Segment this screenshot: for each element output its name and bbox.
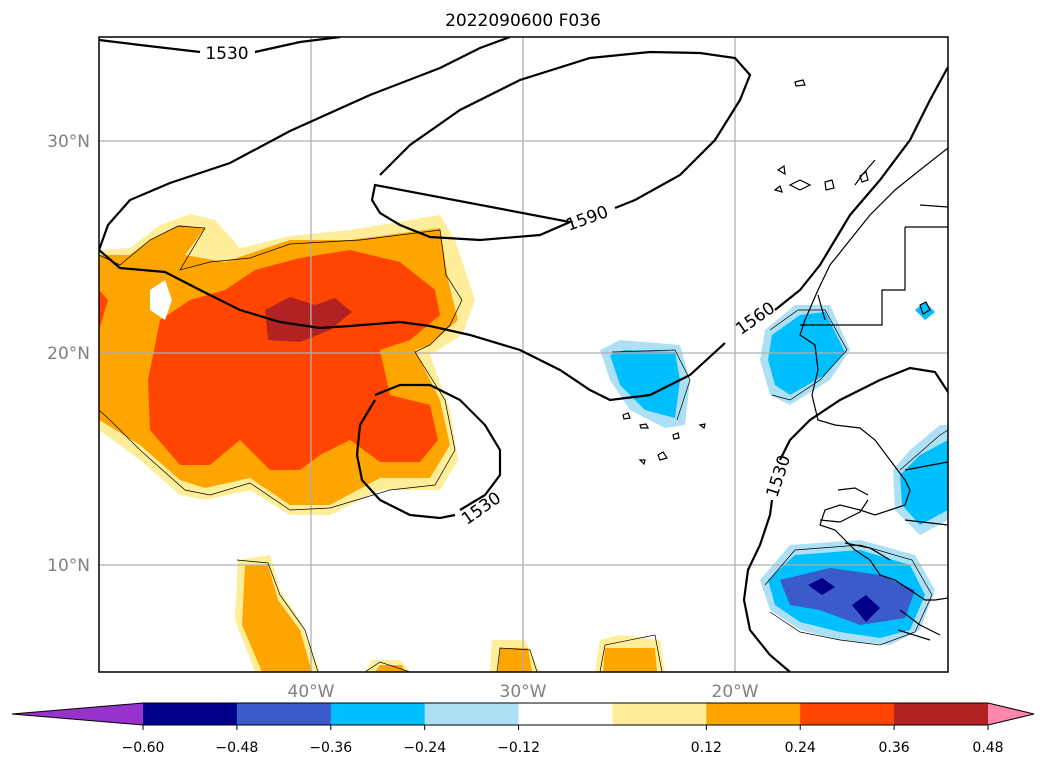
height-contours: [99, 37, 948, 672]
colorbar-segment: [236, 703, 332, 725]
colorbar-segment: [143, 703, 238, 725]
negative-anomaly: [600, 302, 948, 645]
lon-label: 40°W: [288, 682, 335, 702]
lon-label: 30°W: [500, 682, 547, 702]
map-frame: [98, 36, 949, 673]
colorbar-tick-label: −0.60: [122, 740, 165, 756]
positive-anomaly-west: [99, 214, 475, 515]
colorbar-tick-label: −0.36: [309, 740, 352, 756]
colorbar-segment: [518, 703, 613, 725]
anomaly-boundaries: [99, 225, 948, 672]
lat-label: 10°N: [47, 556, 90, 576]
colorbar-extend-high: [988, 703, 1034, 725]
coastlines: [622, 79, 948, 641]
colorbar-segment: [800, 703, 895, 725]
lat-label: 30°N: [47, 132, 90, 152]
lat-label: 20°N: [47, 344, 90, 364]
colorbar-segment: [612, 703, 707, 725]
colorbar-tick-label: −0.24: [403, 740, 446, 756]
colorbar-tick-label: −0.48: [215, 740, 258, 756]
positive-anomaly-south: [235, 555, 665, 672]
map-area: [99, 37, 948, 672]
colorbar-tick-label: 0.48: [972, 740, 1003, 756]
colorbar-tick-label: 0.36: [879, 740, 910, 756]
colorbar-segment: [706, 703, 801, 725]
colorbar-tick-label: 0.24: [785, 740, 816, 756]
colorbar-tick-label: 0.12: [691, 740, 722, 756]
colorbar-segment: [424, 703, 520, 725]
colorbar: −0.60 −0.48 −0.36 −0.24 −0.12 0.12 0.24 0.36 0.4…: [11, 702, 1035, 756]
gridlines: [99, 37, 948, 672]
contour-label: 1530: [205, 44, 248, 64]
colorbar-segment: [894, 703, 989, 725]
colorbar-segment: [330, 703, 426, 725]
colorbar-tick-label: −0.12: [497, 740, 540, 756]
lon-label: 20°W: [712, 682, 759, 702]
colorbar-extend-low: [12, 703, 143, 725]
map-title: 2022090600 F036: [445, 11, 601, 31]
